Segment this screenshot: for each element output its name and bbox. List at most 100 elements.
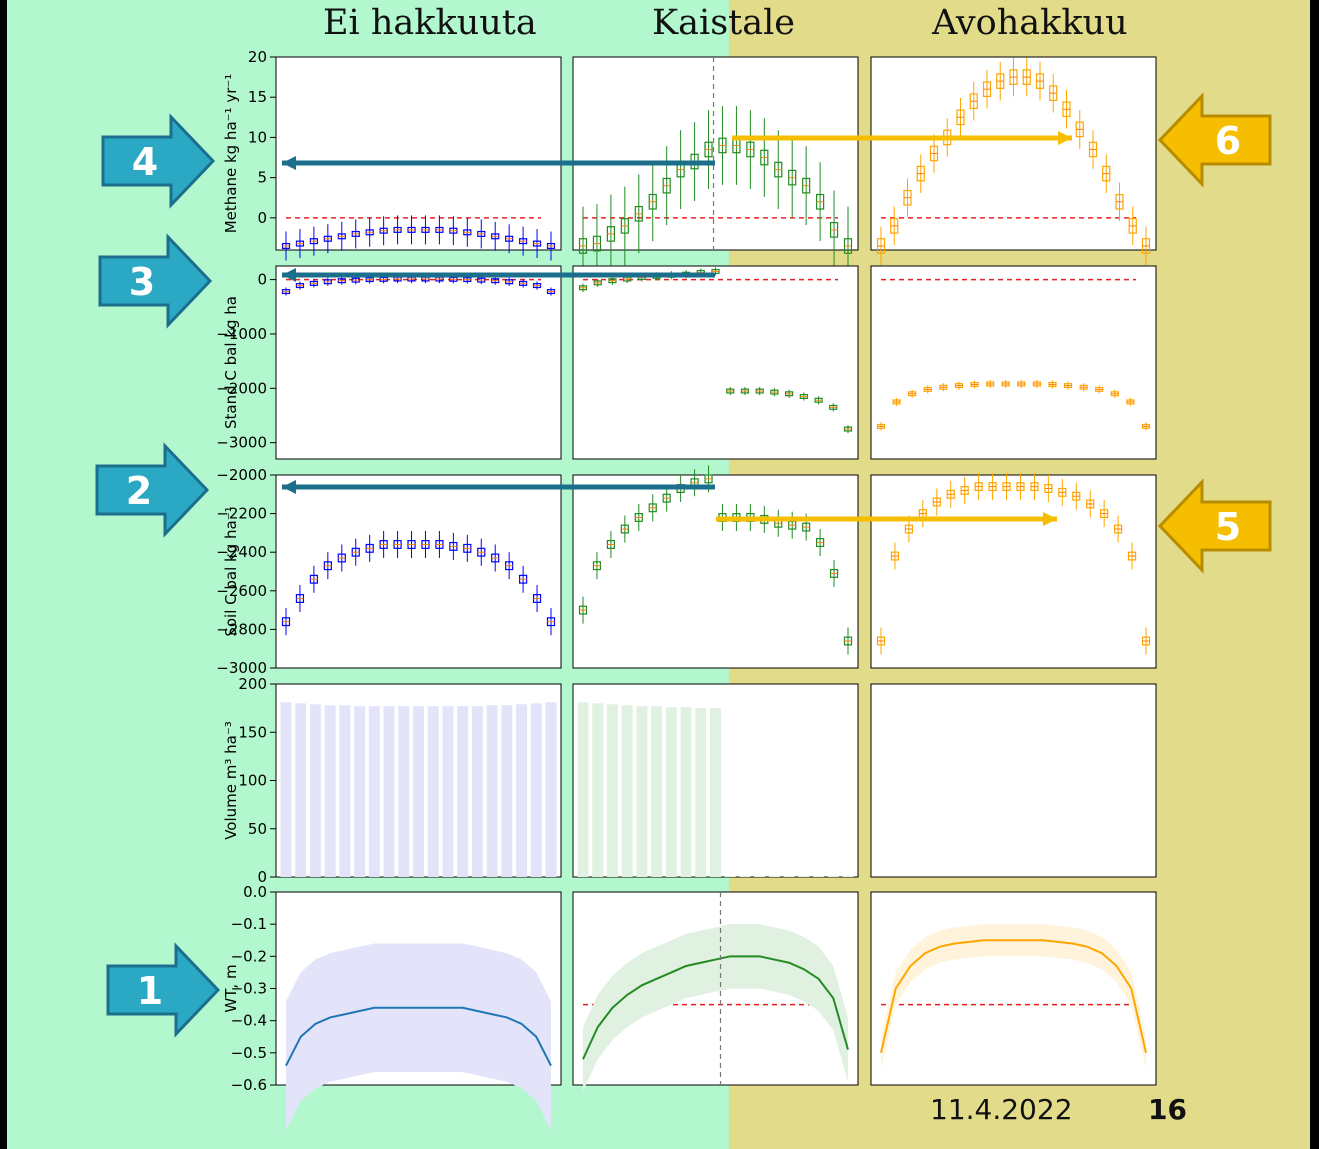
- y-axis-label: Soil C bal kg ha⁻¹: [222, 506, 240, 636]
- bar: [827, 876, 839, 878]
- y-tick-label: 0: [257, 271, 267, 289]
- bar: [295, 703, 307, 877]
- arrow-soil-c-to-clearcut-head: [1043, 512, 1057, 526]
- y-tick-label: 50: [248, 820, 267, 838]
- right-frame: [1310, 0, 1319, 1149]
- panel-methane-0: [275, 56, 562, 261]
- slide-date: 11.4.2022: [930, 1093, 1073, 1126]
- arrow-soil-c-to-label-head: [282, 480, 296, 494]
- arrow-methane-to-label-head: [282, 156, 296, 170]
- bar: [651, 706, 663, 877]
- panel-frame: [572, 474, 859, 669]
- panel-methane-2: [870, 56, 1157, 266]
- bar: [798, 876, 810, 878]
- callout-arrow-1: 1: [106, 942, 221, 1038]
- bar: [383, 706, 395, 877]
- bar: [457, 706, 469, 877]
- bar: [783, 876, 795, 878]
- bar: [695, 708, 707, 877]
- callout-number: 6: [1215, 119, 1241, 163]
- callout-shape: [101, 113, 216, 209]
- y-tick-label: −0.5: [231, 1044, 267, 1062]
- panel-frame: [572, 265, 859, 460]
- y-tick-label: 0: [257, 209, 267, 227]
- callout-shape: [1157, 92, 1272, 188]
- y-tick-label: 10: [248, 128, 267, 146]
- bar: [413, 706, 424, 877]
- bar: [427, 706, 439, 877]
- panel-frame: [870, 683, 1157, 878]
- bar: [530, 703, 542, 877]
- panel-wt-0: [275, 891, 562, 1131]
- bar: [606, 704, 618, 877]
- confidence-band: [286, 943, 551, 1131]
- panel-frame: [275, 56, 562, 251]
- bar: [813, 876, 825, 878]
- callout-shape: [98, 233, 213, 329]
- column-title-strip: Kaistale: [652, 3, 796, 43]
- panel-frame: [870, 891, 1157, 1086]
- panel-soil_c-1: [572, 465, 859, 669]
- bar: [842, 876, 854, 878]
- bar: [324, 705, 336, 877]
- bar: [710, 708, 721, 877]
- y-tick-label: −2000: [216, 379, 267, 397]
- callout-number: 5: [1215, 505, 1241, 549]
- callout-number: 1: [137, 969, 163, 1013]
- y-tick-label: 0: [257, 868, 267, 886]
- panel-stand_c-1: [572, 265, 859, 460]
- arrow-stand-c-to-label-head: [282, 268, 296, 282]
- bar: [501, 705, 513, 877]
- bar: [739, 876, 751, 878]
- bar: [680, 707, 692, 877]
- column-title-clearcut: Avohakkuu: [932, 3, 1128, 43]
- panel-frame: [572, 56, 859, 251]
- callout-arrow-2: 2: [95, 442, 210, 538]
- left-frame: [0, 0, 7, 1149]
- y-tick-label: −3000: [216, 659, 267, 677]
- panel-soil_c-0: [275, 474, 562, 669]
- y-tick-label: 0.0: [243, 883, 267, 901]
- bar: [621, 705, 633, 877]
- y-axis-label: Methane kg ha⁻¹ yr⁻¹: [222, 74, 240, 234]
- column-title-no-harvest: Ei hakkuuta: [323, 3, 537, 43]
- y-tick-label: −3000: [216, 434, 267, 452]
- bar: [577, 702, 589, 877]
- panel-soil_c-2: [870, 473, 1157, 669]
- panel-wt-1: [572, 891, 859, 1092]
- y-tick-label: 200: [238, 675, 267, 693]
- callout-number: 4: [132, 140, 158, 184]
- panel-frame: [275, 265, 562, 460]
- y-tick-label: 150: [238, 723, 267, 741]
- bar: [486, 705, 498, 877]
- y-tick-label: −2200: [216, 505, 267, 523]
- y-tick-label: −0.6: [231, 1076, 267, 1094]
- y-tick-label: 15: [248, 88, 267, 106]
- callout-arrow-5: 5: [1157, 478, 1272, 574]
- callout-arrow-6: 6: [1157, 92, 1272, 188]
- y-tick-label: −0.2: [231, 947, 267, 965]
- bar: [280, 702, 292, 877]
- y-tick-label: −2600: [216, 582, 267, 600]
- bar: [516, 704, 528, 877]
- bar: [398, 706, 410, 877]
- panel-stand_c-2: [870, 265, 1157, 460]
- panel-stand_c-0: [275, 265, 562, 460]
- panel-volume-1: [572, 683, 859, 878]
- confidence-band: [881, 924, 1146, 1069]
- y-tick-label: −2400: [216, 543, 267, 561]
- panel-frame: [870, 265, 1157, 460]
- bar: [354, 706, 366, 877]
- bar: [545, 702, 557, 877]
- callout-shape: [106, 942, 221, 1038]
- y-axis-label: Stand C bal kg ha: [222, 296, 240, 429]
- panel-frame: [870, 474, 1157, 669]
- panel-volume-2: [870, 683, 1157, 878]
- bar: [768, 876, 780, 878]
- bar: [339, 705, 351, 877]
- y-axis-label: WT, m: [222, 964, 240, 1012]
- callout-shape: [1157, 478, 1272, 574]
- y-tick-label: −2800: [216, 620, 267, 638]
- series-line: [285, 1006, 552, 1067]
- callout-arrow-4: 4: [101, 113, 216, 209]
